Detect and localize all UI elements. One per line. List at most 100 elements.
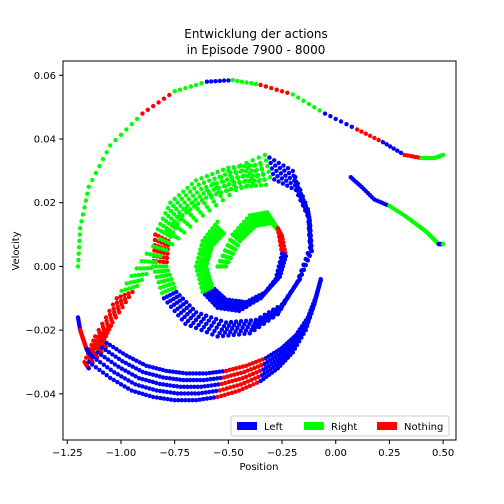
legend-label-right: Right xyxy=(331,422,357,433)
data-point xyxy=(301,98,306,104)
data-point xyxy=(172,398,177,403)
data-point xyxy=(240,299,245,304)
data-point xyxy=(200,197,205,203)
data-point xyxy=(174,289,179,295)
data-point xyxy=(180,370,186,376)
data-point xyxy=(176,214,182,219)
data-point xyxy=(204,377,210,382)
data-point xyxy=(253,81,259,87)
data-point xyxy=(188,384,193,389)
data-point xyxy=(241,173,247,178)
data-point xyxy=(179,398,184,403)
data-point xyxy=(253,294,259,300)
data-point xyxy=(105,330,110,335)
data-point xyxy=(247,383,252,389)
data-point xyxy=(161,223,166,229)
data-point xyxy=(157,367,162,372)
data-point xyxy=(367,133,373,138)
legend: Left Right Nothing xyxy=(230,415,450,437)
data-point xyxy=(223,184,228,189)
data-point xyxy=(185,318,191,324)
data-point xyxy=(252,163,257,168)
data-point xyxy=(210,389,215,394)
data-point xyxy=(290,350,295,355)
data-point xyxy=(235,243,240,248)
data-point xyxy=(187,303,192,308)
data-point xyxy=(228,329,233,335)
data-point xyxy=(221,179,226,184)
data-point xyxy=(165,205,171,211)
data-point xyxy=(127,286,132,291)
data-point xyxy=(230,77,235,83)
data-point xyxy=(212,176,217,181)
y-tick-label: 0.00 xyxy=(34,262,56,273)
data-point xyxy=(204,187,210,193)
data-point xyxy=(219,381,225,387)
data-point xyxy=(157,246,162,251)
data-point xyxy=(189,391,194,396)
data-point xyxy=(193,197,198,202)
data-point xyxy=(200,371,206,376)
data-point xyxy=(292,178,297,183)
data-point xyxy=(110,302,116,307)
data-point xyxy=(281,163,286,168)
data-point xyxy=(272,177,277,182)
data-point xyxy=(76,251,81,256)
data-point xyxy=(174,377,179,382)
data-point xyxy=(111,306,116,311)
data-point xyxy=(143,392,149,398)
data-point xyxy=(151,103,156,109)
data-point xyxy=(213,79,218,84)
data-point xyxy=(123,299,128,305)
data-point xyxy=(237,299,242,304)
data-point xyxy=(167,369,172,374)
data-point xyxy=(260,171,266,177)
data-point xyxy=(118,294,123,299)
data-point xyxy=(211,199,216,204)
data-point xyxy=(100,370,106,375)
data-point xyxy=(255,364,261,369)
data-point xyxy=(158,395,163,401)
data-point xyxy=(219,175,224,180)
data-point xyxy=(123,287,128,292)
data-point xyxy=(262,152,268,158)
data-point xyxy=(205,383,211,389)
data-point xyxy=(208,377,213,382)
data-point xyxy=(99,345,105,350)
data-point xyxy=(307,253,312,258)
data-point xyxy=(163,211,168,216)
data-point xyxy=(150,259,155,265)
data-point xyxy=(299,272,305,277)
data-point xyxy=(201,396,206,402)
data-point xyxy=(247,298,252,303)
data-point xyxy=(309,238,314,244)
data-point xyxy=(98,360,103,365)
data-point xyxy=(188,84,193,89)
data-point xyxy=(380,140,386,145)
data-point xyxy=(251,382,256,387)
data-point xyxy=(308,233,313,238)
data-point xyxy=(192,384,197,389)
data-point xyxy=(223,264,229,269)
data-point xyxy=(269,85,274,91)
data-point xyxy=(258,183,264,188)
data-point xyxy=(180,213,185,218)
data-point xyxy=(160,216,166,221)
data-point xyxy=(199,186,204,192)
y-tick-label: 0.06 xyxy=(34,71,56,82)
data-point xyxy=(210,171,215,177)
data-point xyxy=(114,300,120,305)
data-point xyxy=(250,371,256,377)
data-point xyxy=(115,379,120,385)
data-point xyxy=(215,219,220,224)
data-point xyxy=(384,142,389,147)
data-point xyxy=(262,177,267,182)
data-point xyxy=(200,213,206,218)
data-point xyxy=(355,127,360,132)
data-point xyxy=(245,324,250,330)
data-point xyxy=(248,318,254,323)
data-point xyxy=(107,308,112,314)
data-point xyxy=(172,89,177,94)
data-point xyxy=(117,349,123,354)
data-point xyxy=(110,352,115,357)
